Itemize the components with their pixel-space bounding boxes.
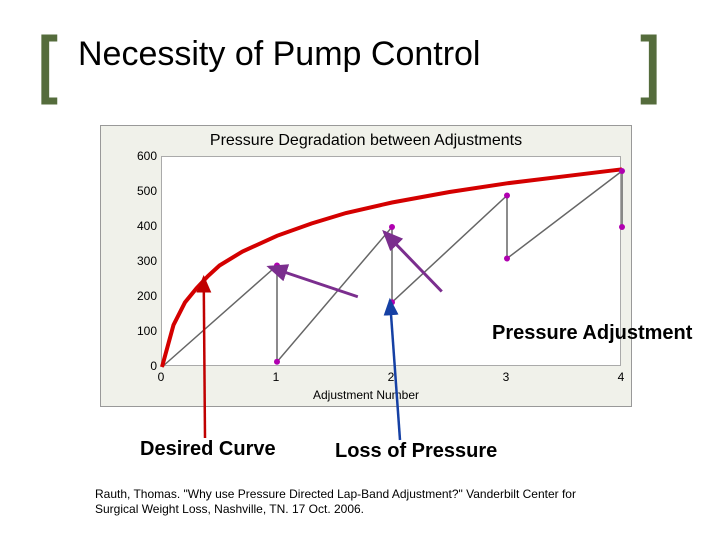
chart-xlabel: Adjustment Number [313, 388, 419, 402]
chart-title: Pressure Degradation between Adjustments [101, 132, 631, 150]
ytick: 500 [129, 184, 157, 198]
ytick: 400 [129, 219, 157, 233]
ytick: 100 [129, 324, 157, 338]
page-title: Necessity of Pump Control [78, 35, 481, 74]
chart: Pressure Degradation between Adjustments… [100, 125, 632, 407]
annotation-loss-of-pressure: Loss of Pressure [335, 440, 497, 463]
xtick: 3 [496, 370, 516, 384]
xtick: 2 [381, 370, 401, 384]
xtick: 1 [266, 370, 286, 384]
annotation-pressure-adjustment: Pressure Adjustment [492, 322, 692, 345]
citation: Rauth, Thomas. "Why use Pressure Directe… [95, 487, 615, 518]
xtick: 4 [611, 370, 631, 384]
xtick: 0 [151, 370, 171, 384]
ytick: 300 [129, 254, 157, 268]
annotation-desired-curve: Desired Curve [140, 438, 276, 461]
bracket-left: [ [38, 20, 58, 106]
ytick: 200 [129, 289, 157, 303]
bracket-right: ] [640, 20, 660, 106]
ytick: 600 [129, 149, 157, 163]
